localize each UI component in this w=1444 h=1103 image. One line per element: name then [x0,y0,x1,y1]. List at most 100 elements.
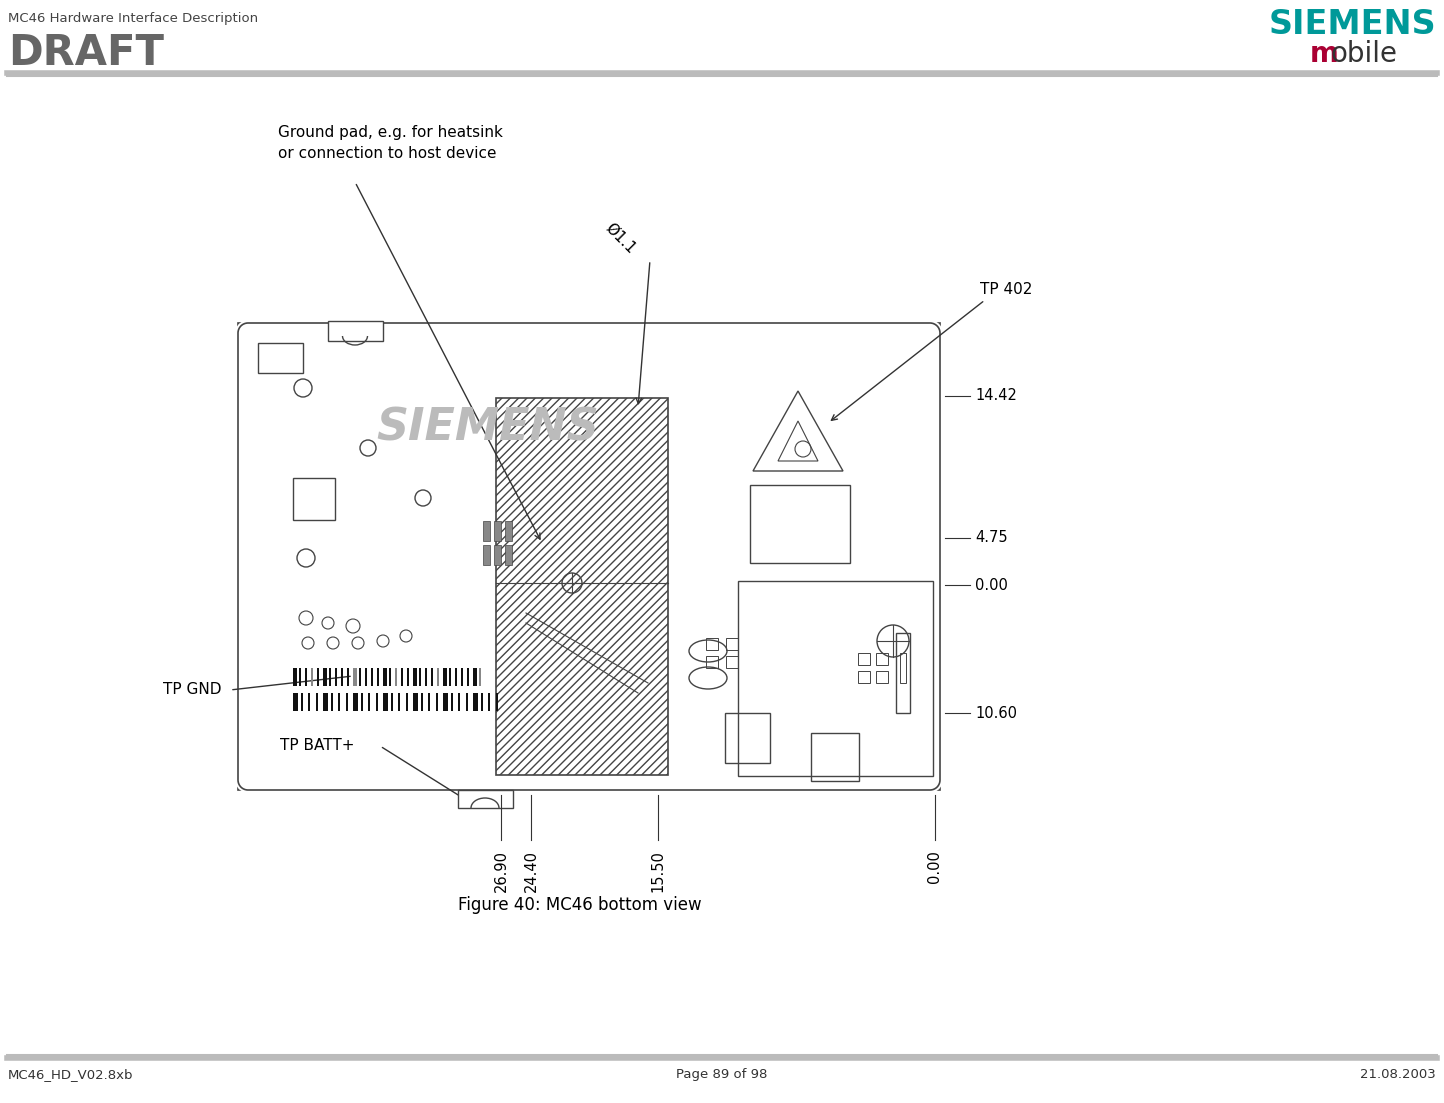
Bar [399,693,400,711]
Bar [725,713,770,763]
Bar [371,668,373,686]
Bar [368,693,370,711]
Bar [335,668,336,686]
Bar [300,693,302,711]
Bar [505,545,513,565]
Bar [323,693,328,711]
Text: Page 89 of 98: Page 89 of 98 [676,1068,768,1081]
Text: 21.08.2003: 21.08.2003 [1360,1068,1435,1081]
Bar [438,668,439,686]
Bar [352,668,357,686]
Bar [443,693,448,711]
Bar [365,668,367,686]
Bar [396,668,397,686]
Bar [451,693,452,711]
Text: 26.90: 26.90 [494,850,508,892]
Bar [293,693,297,711]
Text: TP 402: TP 402 [980,282,1032,298]
Bar [494,521,501,540]
Text: 15.50: 15.50 [650,850,666,892]
Bar [877,653,888,665]
Bar [749,485,851,563]
Bar [488,693,490,711]
Text: 4.75: 4.75 [975,531,1008,546]
Bar [458,790,513,808]
Bar [474,693,478,711]
Text: 0.00: 0.00 [927,850,943,882]
Bar [318,668,319,686]
Bar [299,668,300,686]
Text: TP BATT+: TP BATT+ [280,739,354,753]
Text: 14.42: 14.42 [975,388,1017,404]
Bar [420,693,423,711]
Bar [352,693,358,711]
Text: Figure 40: MC46 bottom view: Figure 40: MC46 bottom view [458,896,702,914]
Text: 24.40: 24.40 [524,850,539,892]
Bar [738,581,933,777]
Bar [449,668,451,686]
Bar [375,693,377,711]
Text: TP GND: TP GND [163,683,221,697]
Bar [361,693,362,711]
Bar [443,668,448,686]
Bar [383,693,388,711]
Bar [455,668,456,686]
Bar [895,633,910,713]
Bar [458,693,461,711]
Text: DRAFT: DRAFT [9,32,165,74]
Text: Ground pad, e.g. for heatsink
or connection to host device: Ground pad, e.g. for heatsink or connect… [279,125,503,161]
Bar [900,653,905,683]
Text: SIEMENS: SIEMENS [1268,8,1435,41]
Bar [427,693,430,711]
Bar [858,653,869,665]
Bar [413,668,417,686]
Text: MC46 Hardware Interface Description: MC46 Hardware Interface Description [9,12,258,25]
Bar [323,668,326,686]
Bar [383,668,387,686]
Bar [430,668,433,686]
Bar [858,671,869,683]
Bar [474,668,477,686]
Bar [425,668,427,686]
Bar [328,321,383,341]
Bar [877,671,888,683]
Bar [413,693,417,711]
Bar [360,668,361,686]
Bar [505,521,513,540]
Bar [706,638,718,650]
Bar [293,668,297,686]
Bar [494,545,501,565]
Bar [481,693,482,711]
Bar [495,398,669,775]
Bar [726,656,738,668]
Bar [329,668,331,686]
Bar [706,656,718,668]
Bar [466,668,469,686]
Bar [482,521,490,540]
Bar [377,668,378,686]
Bar [726,638,738,650]
Bar [238,323,940,790]
Bar [293,478,335,520]
Bar [479,668,481,686]
Bar [495,693,498,711]
Bar [388,668,391,686]
Bar [407,668,409,686]
Text: 0.00: 0.00 [975,578,1008,592]
Bar [338,693,339,711]
Bar [390,693,393,711]
Bar [436,693,438,711]
Bar [401,668,403,686]
Bar [406,693,407,711]
Bar [331,693,332,711]
Bar [315,693,318,711]
Bar [465,693,468,711]
Bar [310,668,313,686]
Bar [308,693,310,711]
Text: m: m [1310,40,1339,68]
Bar [482,545,490,565]
Bar [305,668,308,686]
Bar [345,693,348,711]
Text: MC46_HD_V02.8xb: MC46_HD_V02.8xb [9,1068,133,1081]
Text: 10.60: 10.60 [975,706,1017,720]
